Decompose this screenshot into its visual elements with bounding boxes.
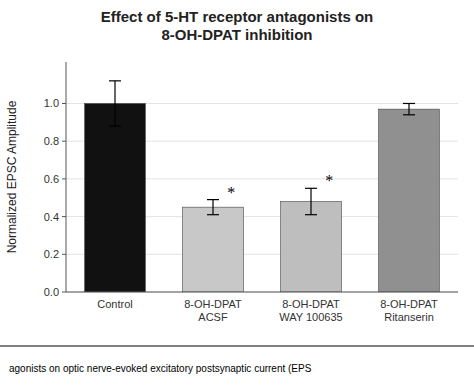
tick-mark xyxy=(62,216,66,217)
x-axis-line xyxy=(66,292,458,293)
text-line: Ritanserin xyxy=(384,311,434,323)
error-bar xyxy=(207,200,219,215)
text-line: WAY 100635 xyxy=(279,311,342,323)
tick-mark xyxy=(62,178,66,179)
tick-mark xyxy=(62,254,66,255)
text-line: Effect of 5-HT receptor antagonists on xyxy=(101,8,374,25)
tick-mark xyxy=(62,292,66,293)
annotation: * xyxy=(227,184,235,201)
tick-label: 0.2 xyxy=(44,248,59,260)
caption: agonists on optic nerve-evoked excitator… xyxy=(9,363,312,374)
text-line: 8-OH-DPAT xyxy=(282,298,340,310)
tick-label: 0.4 xyxy=(44,211,59,223)
chart: Effect of 5-HT receptor antagonists on8-… xyxy=(0,0,474,386)
category-label: 8-OH-DPATRitanserin xyxy=(380,298,438,323)
title: Effect of 5-HT receptor antagonists on8-… xyxy=(101,8,374,43)
bar xyxy=(85,103,146,292)
error-cap xyxy=(403,103,415,104)
error-cap xyxy=(305,214,317,215)
text-line: 8-OH-DPAT xyxy=(184,298,242,310)
error-line xyxy=(212,200,213,215)
error-bar xyxy=(305,188,317,214)
annotation: * xyxy=(325,172,333,189)
tick-label: 0.8 xyxy=(44,135,59,147)
tick-label: 0.0 xyxy=(44,286,59,298)
marks xyxy=(85,81,440,292)
separator xyxy=(0,346,474,347)
text-line: 8-OH-DPAT inhibition xyxy=(161,26,312,43)
background xyxy=(0,0,474,386)
error-bar xyxy=(403,103,415,114)
category-label: Control xyxy=(97,298,132,310)
grid-line xyxy=(66,292,458,293)
category-label: 8-OH-DPATWAY 100635 xyxy=(279,298,342,323)
tick-label: 1.0 xyxy=(44,97,59,109)
bar xyxy=(183,207,244,292)
bar xyxy=(281,202,342,292)
error-line xyxy=(310,188,311,214)
error-cap xyxy=(305,188,317,189)
y-axis-line xyxy=(66,62,67,292)
error-cap xyxy=(403,114,415,115)
tick-mark xyxy=(62,103,66,104)
category-label: 8-OH-DPATACSF xyxy=(184,298,242,323)
tick-mark xyxy=(62,141,66,142)
y-axis-label: Normalized EPSC Amplitude xyxy=(5,100,19,253)
bar xyxy=(379,109,440,292)
error-cap xyxy=(207,199,219,200)
text-line: 8-OH-DPAT xyxy=(380,298,438,310)
y-axis: 0.0 0.2 0.4 0.6 0.8 1.0 xyxy=(44,97,458,298)
error-cap xyxy=(207,214,219,215)
text-line: Control xyxy=(97,298,132,310)
error-cap xyxy=(109,125,121,126)
error-line xyxy=(114,81,115,126)
text-line: ACSF xyxy=(198,311,228,323)
error-bar xyxy=(109,81,121,126)
error-cap xyxy=(109,80,121,81)
tick-label: 0.6 xyxy=(44,173,59,185)
error-line xyxy=(408,103,409,114)
